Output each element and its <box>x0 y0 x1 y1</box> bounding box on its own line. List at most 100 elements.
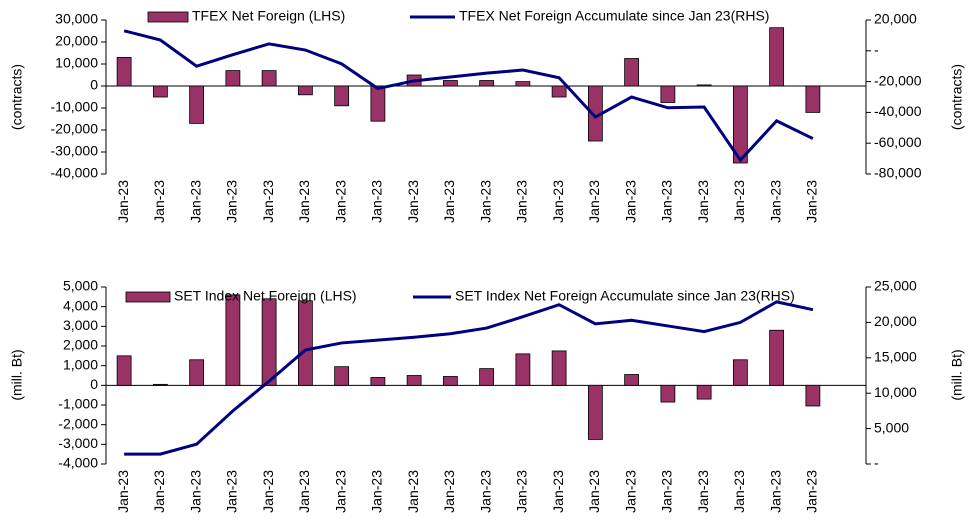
bar <box>370 85 386 122</box>
y-axis-label: (contracts) <box>9 64 25 130</box>
legend-label: TFEX Net Foreign Accumulate since Jan 23… <box>459 8 769 24</box>
bar <box>225 294 241 386</box>
x-tick-label: Jan-23 <box>695 470 711 513</box>
x-tick-label: Jan-23 <box>369 180 385 223</box>
y-tick-label: 5,000 <box>63 278 98 294</box>
x-tick-label: Jan-23 <box>695 180 711 223</box>
bar <box>261 298 277 386</box>
bar <box>769 27 785 87</box>
y2-tick-label: - <box>874 455 879 471</box>
bar <box>189 85 205 124</box>
y-axis-label: (mill. Bt) <box>9 349 25 400</box>
y-tick-label: -30,000 <box>51 143 99 159</box>
x-tick-label: Jan-23 <box>405 180 421 223</box>
x-tick-label: Jan-23 <box>731 470 747 513</box>
x-tick-label: Jan-23 <box>586 180 602 223</box>
bar <box>624 58 640 87</box>
x-tick-label: Jan-23 <box>767 180 783 223</box>
bar <box>732 359 748 386</box>
y-tick-label: -40,000 <box>51 165 99 181</box>
x-tick-label: Jan-23 <box>260 470 276 513</box>
y2-tick-label: 5,000 <box>874 419 909 435</box>
y-tick-label: 10,000 <box>55 55 98 71</box>
y-tick-label: -20,000 <box>51 121 99 137</box>
bar <box>660 85 676 103</box>
y2-tick-label: 10,000 <box>874 384 917 400</box>
x-tick-label: Jan-23 <box>115 470 131 513</box>
x-tick-label: Jan-23 <box>224 470 240 513</box>
x-tick-label: Jan-23 <box>586 470 602 513</box>
bar <box>805 85 821 113</box>
bar <box>225 70 241 87</box>
x-tick-label: Jan-23 <box>622 470 638 513</box>
line-series <box>123 29 814 163</box>
y-tick-label: 30,000 <box>55 11 98 27</box>
x-tick-label: Jan-23 <box>804 470 820 513</box>
bar <box>515 353 531 386</box>
y2-tick-label: -60,000 <box>874 134 922 150</box>
y-tick-label: 0 <box>90 77 98 93</box>
legend-label: TFEX Net Foreign (LHS) <box>192 8 345 24</box>
legend-label: SET Index Net Foreign Accumulate since J… <box>455 288 795 304</box>
y2-tick-label: 15,000 <box>874 349 917 365</box>
bar <box>152 85 168 98</box>
x-tick-label: Jan-23 <box>441 470 457 513</box>
bar <box>261 70 277 87</box>
y2-tick-label: - <box>874 42 879 58</box>
x-tick-label: Jan-23 <box>659 180 675 223</box>
x-tick-label: Jan-23 <box>224 180 240 223</box>
bar <box>551 85 567 98</box>
y2-tick-label: -20,000 <box>874 72 922 88</box>
y2-tick-label: 25,000 <box>874 278 917 294</box>
y2-axis-label: (contracts) <box>949 64 965 130</box>
x-tick-label: Jan-23 <box>622 180 638 223</box>
bar <box>732 85 748 164</box>
y-tick-label: 1,000 <box>63 356 98 372</box>
bar <box>515 81 531 87</box>
bar <box>696 84 712 87</box>
bar <box>587 384 603 440</box>
legend-label: SET Index Net Foreign (LHS) <box>174 288 357 304</box>
x-tick-label: Jan-23 <box>477 180 493 223</box>
x-tick-label: Jan-23 <box>151 180 167 223</box>
x-tick-label: Jan-23 <box>477 470 493 513</box>
bar <box>624 374 640 386</box>
x-tick-label: Jan-23 <box>187 180 203 223</box>
y-tick-label: 0 <box>90 376 98 392</box>
x-tick-label: Jan-23 <box>514 180 530 223</box>
x-tick-label: Jan-23 <box>550 180 566 223</box>
y2-tick-label: 20,000 <box>874 313 917 329</box>
legend-swatch <box>125 291 171 303</box>
y2-tick-label: -80,000 <box>874 165 922 181</box>
y-tick-label: 4,000 <box>63 297 98 313</box>
bar <box>406 375 422 386</box>
bar <box>334 85 350 107</box>
bar <box>442 80 458 87</box>
bar <box>805 384 821 407</box>
y2-tick-label: 20,000 <box>874 11 917 27</box>
bar <box>479 80 495 87</box>
bar <box>152 383 168 386</box>
line-series <box>124 300 814 456</box>
y-tick-label: 2,000 <box>63 337 98 353</box>
x-tick-label: Jan-23 <box>332 180 348 223</box>
x-tick-label: Jan-23 <box>767 470 783 513</box>
y-tick-label: 3,000 <box>63 317 98 333</box>
x-tick-label: Jan-23 <box>804 180 820 223</box>
bar <box>297 85 313 96</box>
y-tick-label: -10,000 <box>51 99 99 115</box>
bar <box>370 377 386 386</box>
x-tick-label: Jan-23 <box>405 470 421 513</box>
bar <box>660 384 676 403</box>
x-tick-label: Jan-23 <box>260 180 276 223</box>
x-tick-label: Jan-23 <box>296 470 312 513</box>
bar <box>297 300 313 386</box>
y2-tick-label: -40,000 <box>874 103 922 119</box>
x-tick-label: Jan-23 <box>514 470 530 513</box>
x-tick-label: Jan-23 <box>187 470 203 513</box>
x-tick-label: Jan-23 <box>659 470 675 513</box>
bar <box>696 384 712 400</box>
x-tick-label: Jan-23 <box>296 180 312 223</box>
x-tick-label: Jan-23 <box>731 180 747 223</box>
